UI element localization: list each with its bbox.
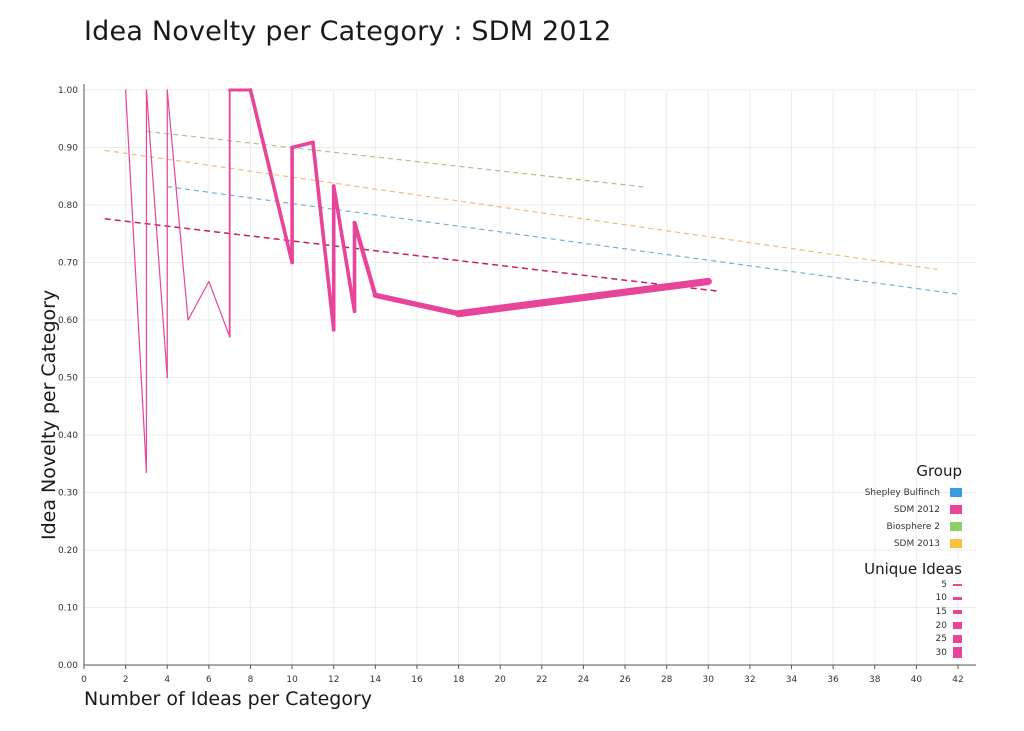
legend-title: Group	[916, 462, 962, 480]
y-tick-label: 0.70	[58, 259, 78, 269]
x-tick-label: 22	[536, 675, 547, 685]
legend-item: Shepley Bulfinch	[762, 484, 962, 501]
trend-lines	[104, 130, 959, 295]
x-tick-label: 6	[206, 675, 212, 685]
y-tick-label: 0.60	[58, 316, 78, 326]
size-legend-bar	[953, 584, 962, 586]
legend-item-label: SDM 2013	[893, 538, 940, 549]
y-tick-labels: 0.00 0.10 0.20 0.30 0.40 0.50 0.60 0.70 0.80 0.90…	[58, 86, 78, 671]
x-tick-labels: 0 2 4 6 8 10 12 14 16 18 20 22 24 26 28 30 32 34 36 38 40 42	[81, 675, 964, 685]
x-tick-label: 18	[453, 675, 465, 685]
axes	[83, 84, 976, 669]
y-tick-label: 0.10	[58, 604, 78, 614]
size-legend-label: 15	[935, 606, 947, 617]
y-tick-label: 0.90	[58, 144, 78, 154]
size-legend-label: 25	[935, 634, 947, 645]
series-segment	[352, 220, 378, 298]
size-legend-item: 10	[762, 592, 962, 606]
series-segment	[290, 140, 315, 150]
x-tick-label: 16	[411, 675, 423, 685]
x-tick-label: 0	[81, 675, 87, 685]
x-tick-label: 42	[952, 675, 963, 685]
x-tick-label: 12	[328, 675, 339, 685]
trend-line	[167, 186, 959, 295]
y-tick-label: 0.00	[58, 661, 78, 671]
x-tick-label: 4	[164, 675, 170, 685]
x-tick-label: 26	[619, 675, 631, 685]
x-tick-label: 36	[827, 675, 839, 685]
trend-line	[146, 130, 646, 188]
grid-lines	[84, 89, 976, 665]
series-segment	[372, 292, 462, 317]
series-segment	[125, 89, 148, 473]
x-tick-label: 8	[248, 675, 254, 685]
x-tick-label: 20	[494, 675, 506, 685]
x-tick-label: 10	[286, 675, 298, 685]
y-axis-label: Idea Novelty per Category	[38, 289, 60, 540]
series-segment	[311, 140, 336, 332]
size-legend-bar	[953, 647, 962, 659]
y-tick-label: 0.40	[58, 431, 78, 441]
x-tick-label: 2	[123, 675, 129, 685]
x-tick-label: 40	[911, 675, 923, 685]
series-segment	[145, 89, 168, 379]
y-tick-label: 1.00	[58, 86, 78, 96]
x-axis-label: Number of Ideas per Category	[84, 688, 373, 710]
x-tick-label: 30	[703, 675, 715, 685]
size-legend-items: 5 10 15 20 25 30	[762, 578, 962, 660]
series-segment	[208, 280, 231, 338]
legend-item: SDM 2013	[762, 535, 962, 552]
size-legend-title: Unique Ideas	[864, 560, 962, 578]
legend-item-label: Biosphere 2	[886, 521, 940, 532]
trend-line	[104, 218, 719, 292]
legend-items: Shepley Bulfinch SDM 2012 Biosphere 2 SDM 2…	[762, 484, 962, 552]
size-legend-item: 15	[762, 605, 962, 619]
size-legend-item: 25	[762, 632, 962, 646]
x-tick-label: 38	[869, 675, 881, 685]
size-legend-item: 30	[762, 646, 962, 660]
x-tick-label: 28	[661, 675, 673, 685]
x-tick-label: 24	[578, 675, 590, 685]
legend-swatch	[950, 522, 962, 531]
x-tick-label: 34	[786, 675, 798, 685]
size-legend-label: 5	[941, 579, 947, 590]
y-tick-label: 0.50	[58, 374, 78, 384]
size-legend-label: 10	[935, 593, 947, 604]
legend-item-label: SDM 2012	[893, 504, 940, 515]
x-tick-label: 32	[744, 675, 755, 685]
size-legend-bar	[953, 622, 962, 629]
chart-title: Idea Novelty per Category : SDM 2012	[84, 16, 612, 47]
series-segment	[454, 277, 712, 318]
size-legend-bar	[953, 635, 962, 644]
legend-item-label: Shepley Bulfinch	[864, 487, 940, 498]
y-tick-label: 0.80	[58, 201, 78, 211]
y-tick-label: 0.20	[58, 546, 78, 556]
series-segment	[331, 184, 357, 314]
legend-swatch	[950, 488, 962, 497]
size-legend-label: 30	[935, 647, 947, 658]
series-lines	[125, 88, 712, 473]
legend: Group Shepley Bulfinch SDM 2012 Biosphere …	[762, 462, 962, 660]
size-legend-bar	[953, 596, 962, 600]
series-segment	[248, 88, 294, 265]
size-legend-item: 5	[762, 578, 962, 592]
legend-swatch	[950, 505, 962, 514]
legend-item: Biosphere 2	[762, 518, 962, 535]
legend-item: SDM 2012	[762, 501, 962, 518]
series-segment	[166, 89, 189, 321]
y-tick-label: 0.30	[58, 489, 78, 499]
size-legend-label: 20	[935, 620, 947, 631]
x-tick-label: 14	[370, 675, 382, 685]
series-segment	[187, 280, 210, 321]
legend-swatch	[950, 539, 962, 548]
size-legend-item: 20	[762, 619, 962, 633]
size-legend-bar	[953, 609, 962, 615]
